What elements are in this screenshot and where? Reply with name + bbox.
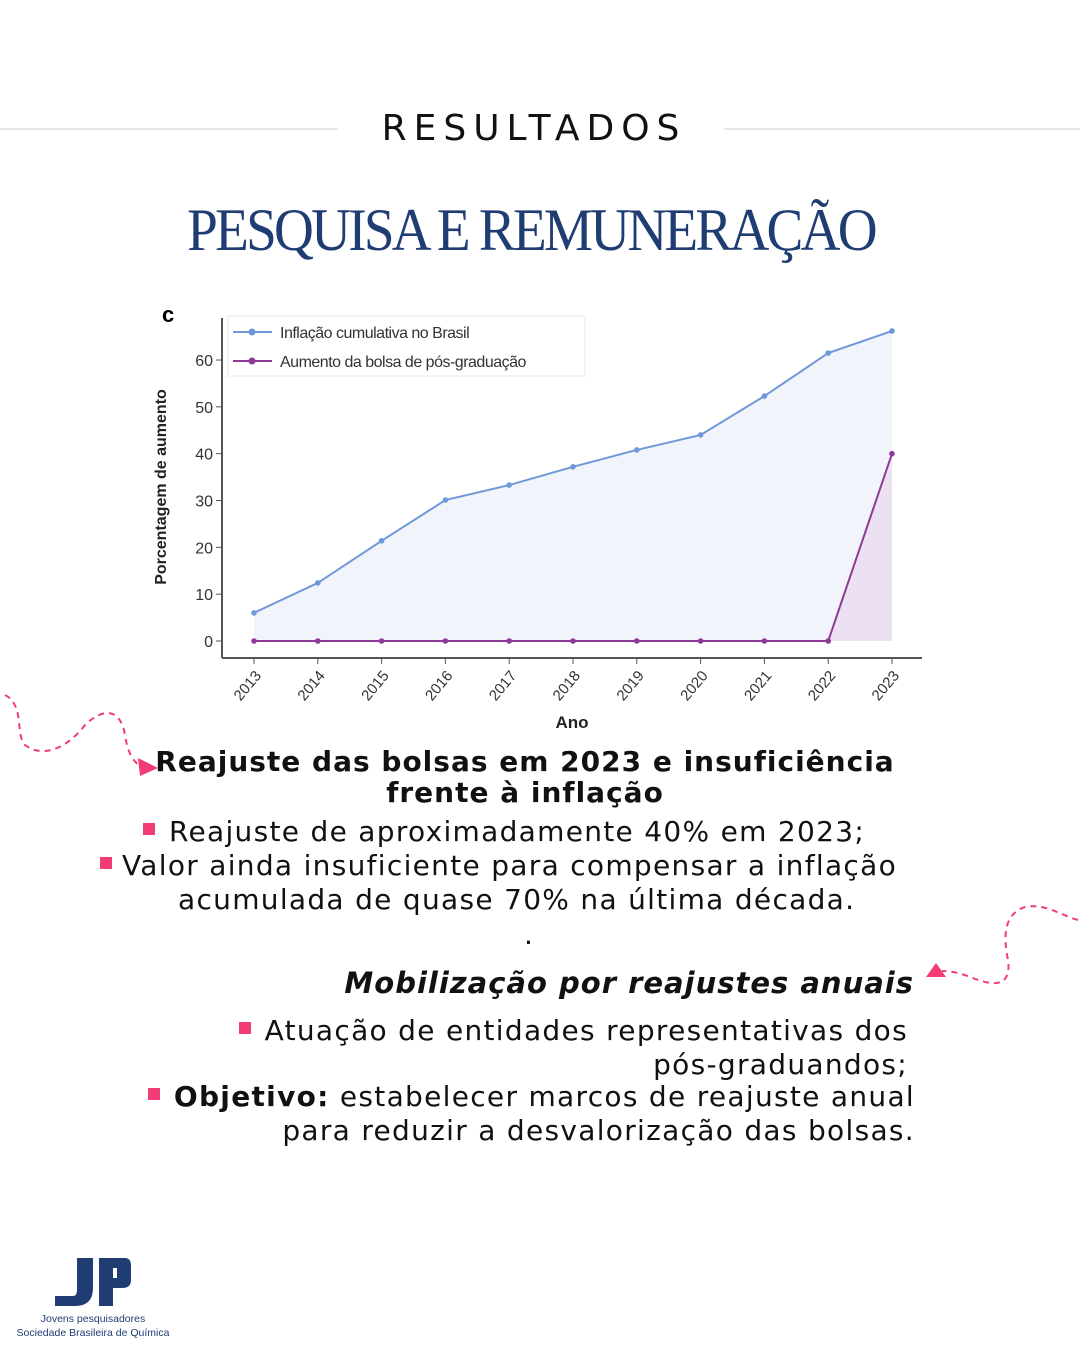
y-tick-label: 30: [195, 494, 213, 511]
data-point-0-2019: [634, 447, 640, 453]
data-point-0-2018: [570, 463, 576, 470]
bullet-icon: [238, 1022, 251, 1034]
x-tick-label: 2023: [869, 668, 903, 704]
data-point-0-2016: [442, 497, 449, 503]
data-point-0-2021: [761, 393, 768, 399]
legend-marker-inflation: [248, 328, 256, 336]
legend-label-inflation: Inflação cumulativa no Brasil: [280, 325, 469, 342]
dashed-arrow-left: [4, 694, 158, 776]
section1-heading-line1: Reajuste das bolsas em 2023 e insuficiên…: [155, 745, 895, 778]
y-tick-label: 0: [204, 634, 213, 651]
section2-bullet1: Atuação de entidades representativas dos…: [238, 1014, 908, 1082]
data-point-1-2022: [825, 638, 831, 644]
bullet-text: Atuação de entidades representativas dos: [264, 1014, 908, 1047]
data-point-1-2014: [315, 638, 321, 644]
x-tick-label: 2014: [294, 668, 328, 704]
bullet-icon: [143, 823, 155, 835]
data-point-0-2015: [378, 537, 385, 544]
data-point-1-2015: [378, 638, 385, 644]
x-tick-label: 2013: [231, 668, 265, 704]
data-point-1-2018: [570, 638, 576, 644]
data-point-0-2020: [697, 432, 704, 438]
logo-line2: Sociedade Brasileira de Química: [16, 1327, 170, 1339]
x-tick-label: 2019: [613, 668, 647, 704]
panel-label: c: [162, 302, 174, 327]
section2-heading: Mobilização por reajustes anuais: [344, 966, 914, 1000]
data-point-0-2023: [889, 328, 895, 334]
section1-heading-line2: frente à inflação: [386, 776, 664, 809]
bullet-text-cont: para reduzir a desvalorização das bolsas…: [282, 1114, 915, 1147]
logo-caption: Jovens pesquisadores Sociedade Brasileir…: [0, 1312, 186, 1340]
bullet-text: estabelecer marcos de reajuste anual: [329, 1080, 915, 1113]
section1-bullet2-cont: acumulada de quase 70% na última década.: [178, 883, 856, 916]
section1-bullet1: Reajuste de aproximadamente 40% em 2023;: [143, 815, 865, 849]
data-point-1-2020: [697, 638, 704, 644]
x-tick-label: 2022: [805, 668, 839, 704]
y-tick-label: 10: [195, 587, 213, 604]
y-tick-label: 60: [195, 353, 213, 370]
line-chart: c 0 10 20 30 40 50 60 2013 2014 2015 2016 2017 2018…: [153, 302, 922, 732]
bullet-text: Reajuste de aproximadamente 40% em 2023;: [169, 815, 866, 848]
section-kicker: RESULTADOS: [381, 108, 687, 149]
bullet-icon: [100, 857, 112, 869]
legend-label-bolsa: Aumento da bolsa de pós-graduação: [280, 354, 527, 371]
y-tick-label: 50: [195, 400, 213, 417]
data-point-1-2017: [506, 638, 512, 644]
section1-heading: Reajuste das bolsas em 2023 e insuficiên…: [150, 746, 900, 808]
bullet-bold: Objetivo:: [173, 1080, 330, 1113]
jp-logo-icon: [55, 1258, 131, 1306]
bullet-text-cont: pós-graduandos;: [653, 1048, 908, 1081]
area-fill-0: [254, 330, 892, 641]
y-tick-label: 20: [195, 540, 213, 557]
x-tick-label: 2021: [741, 668, 775, 704]
divider-right: [724, 128, 1080, 130]
bullet-text: Valor ainda insuficiente para compensar …: [122, 849, 897, 882]
data-point-0-2017: [506, 482, 512, 488]
data-point-1-2016: [442, 638, 449, 644]
y-axis-label: Porcentagem de aumento: [153, 389, 170, 585]
data-point-1-2023: [889, 450, 895, 457]
data-point-0-2014: [315, 580, 321, 586]
x-tick-label: 2015: [358, 668, 392, 704]
x-tick-label: 2018: [550, 668, 584, 704]
logo-line1: Jovens pesquisadores: [40, 1313, 146, 1325]
legend-marker-bolsa: [248, 357, 256, 365]
x-tick-label: 2016: [422, 668, 456, 704]
bullet-icon: [147, 1088, 160, 1100]
divider-left: [0, 128, 338, 130]
page-title: PESQUISA E REMUNERAÇÃO: [187, 197, 877, 263]
data-point-0-2013: [251, 610, 257, 616]
x-tick-label: 2017: [486, 668, 520, 704]
data-point-1-2013: [251, 638, 257, 644]
section1-dot: .: [524, 918, 535, 951]
data-point-0-2022: [825, 350, 831, 356]
section2-bullet2: Objetivo: estabelecer marcos de reajuste…: [147, 1080, 915, 1148]
legend: Inflação cumulativa no Brasil Aumento da…: [227, 315, 586, 377]
x-tick-label: 2020: [677, 668, 711, 704]
dashed-arrow-right: [926, 905, 1079, 985]
section1-bullet2: Valor ainda insuficiente para compensar …: [100, 849, 897, 883]
data-point-1-2021: [761, 638, 768, 644]
data-point-1-2019: [634, 638, 640, 644]
x-axis-label: Ano: [555, 713, 588, 732]
y-tick-label: 40: [195, 447, 213, 464]
